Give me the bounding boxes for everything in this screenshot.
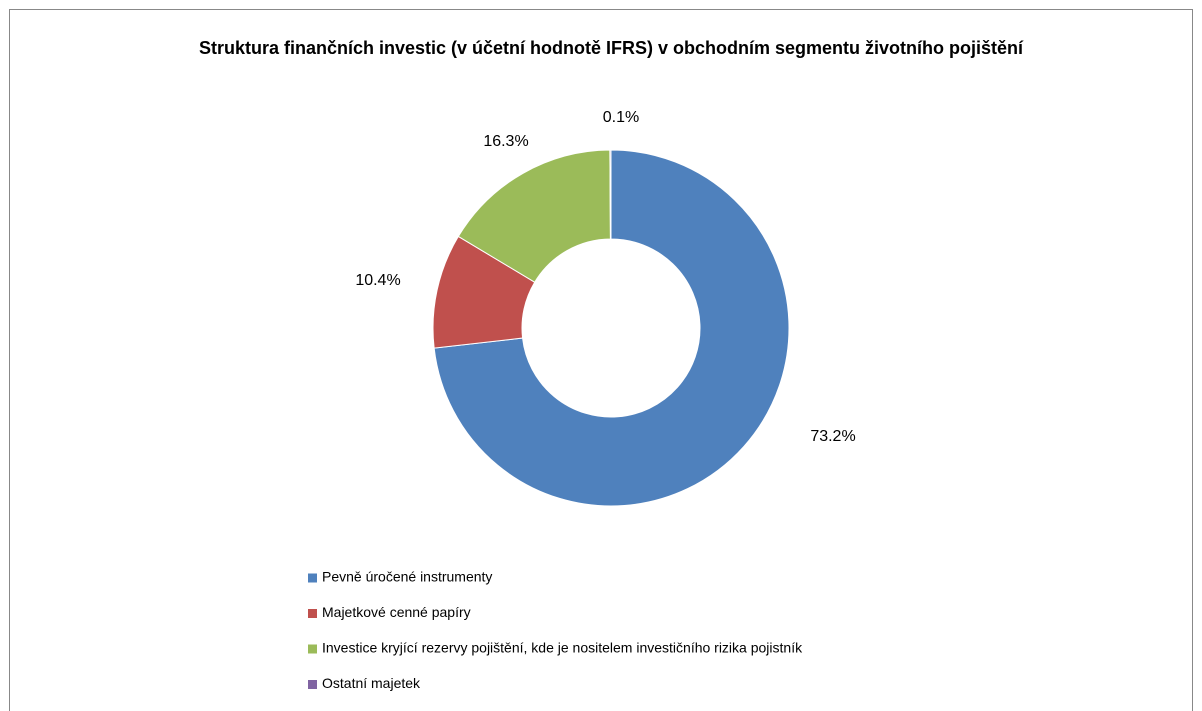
legend-swatch <box>308 680 317 689</box>
legend-label: Majetkové cenné papíry <box>322 604 471 620</box>
legend-swatch <box>308 644 317 654</box>
legend-label: Pevně úročené instrumenty <box>322 569 492 585</box>
donut-segment <box>609 149 612 240</box>
data-label: 10.4% <box>355 272 400 289</box>
chart-frame <box>9 9 1193 711</box>
data-label: 0.1% <box>603 109 639 126</box>
donut-segment <box>457 149 611 283</box>
donut-segment <box>433 149 790 507</box>
legend-swatch <box>308 609 317 618</box>
data-label: 73.2% <box>810 428 855 445</box>
legend-swatch <box>308 573 317 583</box>
chart-title: Struktura finančních investic (v účetní … <box>198 38 1024 58</box>
data-label: 16.3% <box>483 133 528 150</box>
legend-label: Ostatní majetek <box>322 675 421 691</box>
legend-label: Investice kryjící rezervy pojištění, kde… <box>322 640 803 656</box>
